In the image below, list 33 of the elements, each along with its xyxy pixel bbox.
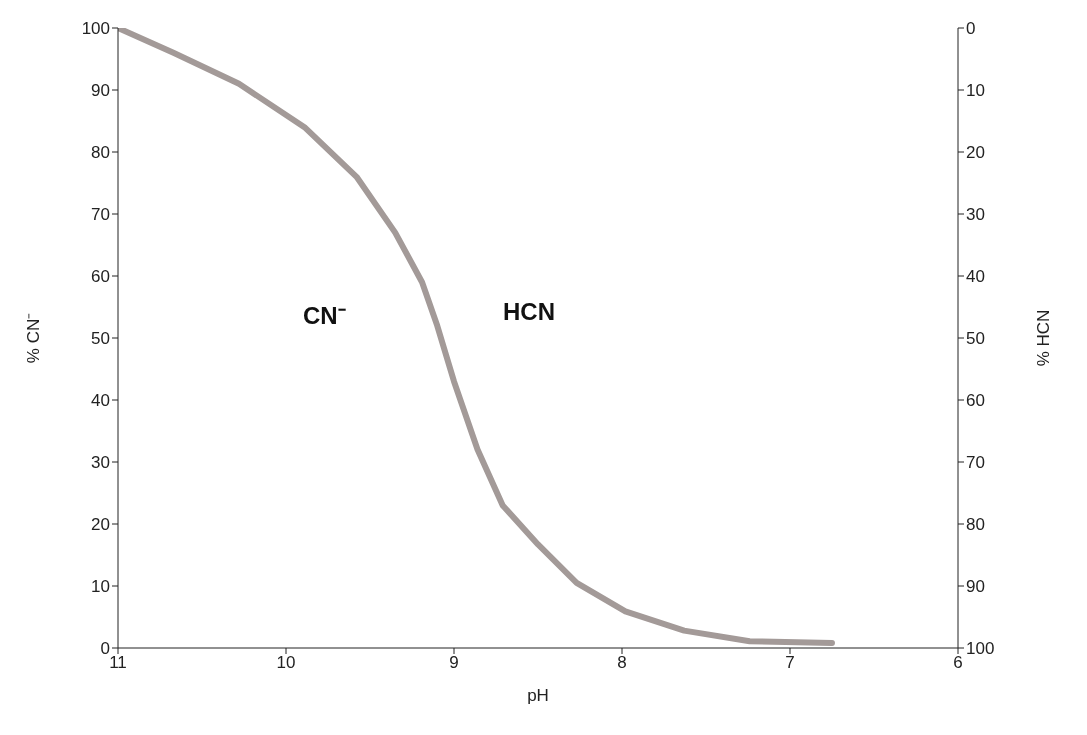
- x-tick-label: 6: [953, 653, 963, 673]
- y2-tick-label: 40: [966, 267, 985, 287]
- y2-tick-label: 50: [966, 329, 985, 349]
- y-tick-label: 90: [91, 81, 110, 101]
- y2-tick-label: 60: [966, 391, 985, 411]
- y2-tick-label: 100: [966, 639, 995, 659]
- y2-tick-label: 0: [966, 19, 976, 39]
- y-tick-label: 50: [91, 329, 110, 349]
- x-axis-title: pH: [527, 686, 549, 705]
- annotation: CN⁻: [303, 301, 346, 331]
- y2-tick-label: 70: [966, 453, 985, 473]
- x-tick-label: 7: [785, 653, 795, 673]
- x-tick-label: 10: [276, 653, 296, 673]
- y2-tick-label: 30: [966, 205, 985, 225]
- y2-tick-label: 90: [966, 577, 985, 597]
- x-tick-label: 8: [617, 653, 627, 673]
- y2-axis-title: % HCN: [1034, 309, 1054, 367]
- annotation: HCN: [503, 298, 555, 326]
- y-tick-label: 70: [91, 205, 110, 225]
- y-tick-label: 10: [91, 577, 110, 597]
- y2-tick-label: 20: [966, 143, 985, 163]
- y-tick-label: 0: [100, 639, 110, 659]
- y-tick-label: 80: [91, 143, 110, 163]
- y-tick-label: 100: [81, 19, 110, 39]
- x-tick-label: 11: [109, 653, 127, 673]
- y2-tick-label: 80: [966, 515, 985, 535]
- y-tick-label: 60: [91, 267, 110, 287]
- y2-tick-label: 10: [966, 81, 985, 101]
- y-axis-title: % CN⁻: [24, 312, 44, 364]
- y-tick-label: 20: [91, 515, 110, 535]
- x-tick-label: 9: [449, 653, 459, 673]
- y-tick-label: 30: [91, 453, 110, 473]
- y-tick-label: 40: [91, 391, 110, 411]
